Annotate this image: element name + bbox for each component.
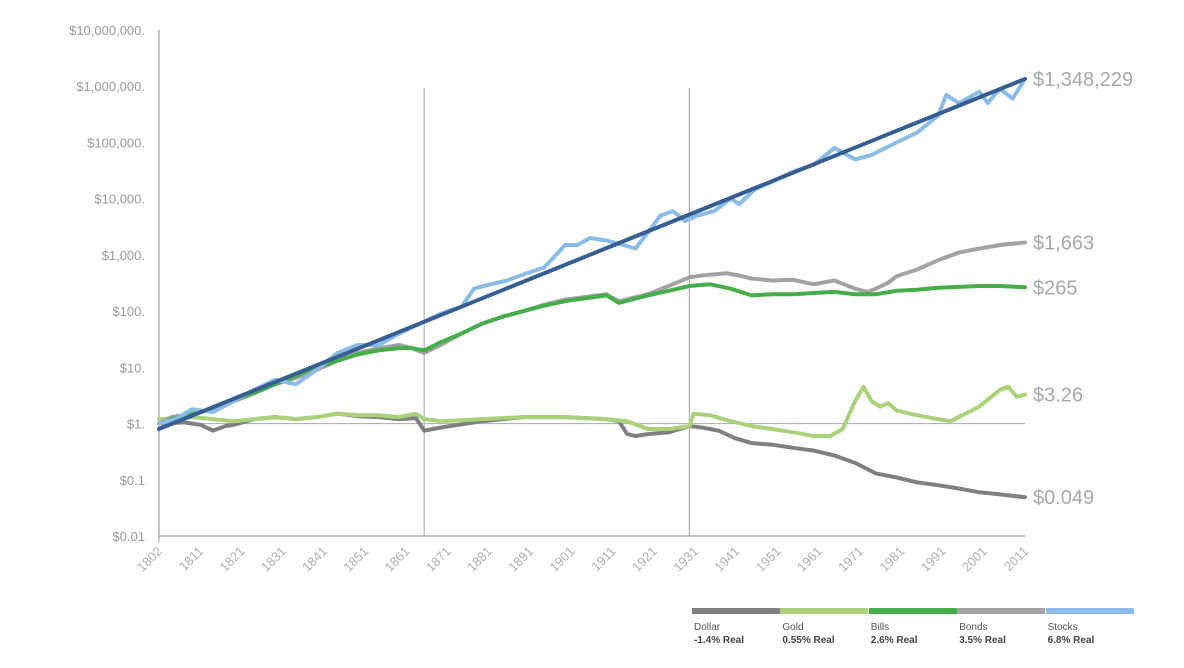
- x-tick-label: 1831: [258, 544, 289, 575]
- y-tick-label: $1.: [127, 417, 145, 432]
- legend-rate-bonds: 3.5% Real: [959, 635, 1006, 646]
- axes: [158, 30, 1025, 542]
- legend-item-bills: Bills 2.6% Real: [868, 608, 957, 646]
- trend-line: [157, 76, 1027, 432]
- series-line-dollar: [157, 411, 1027, 500]
- x-tick-label: 1861: [381, 544, 412, 575]
- legend-swatch-gold: [780, 608, 869, 614]
- legend-rate-dollar: -1.4% Real: [694, 635, 745, 646]
- end-label-dollar: $0.049: [1033, 487, 1094, 509]
- legend-name-bills: Bills: [870, 622, 890, 633]
- x-tick-label: 1991: [918, 544, 949, 575]
- x-tick-labels: 1802 1811 1821 1831 1841 1851 1861 1871 1881 1891…: [134, 544, 1031, 575]
- legend-swatch-stocks: [1045, 608, 1134, 614]
- reference-lines: [159, 88, 1025, 536]
- legend-rate-stocks: 6.8% Real: [1047, 635, 1095, 646]
- x-tick-label: 1951: [753, 544, 784, 575]
- series-line-bonds: [157, 240, 1027, 426]
- legend-item-gold: Gold 0.55% Real: [780, 608, 869, 646]
- legend-item-stocks: Stocks 6.8% Real: [1045, 608, 1134, 646]
- end-label-bonds: $1,663: [1033, 232, 1094, 254]
- y-tick-label: $10,000,000.: [69, 23, 145, 38]
- x-tick-label: 1851: [340, 544, 371, 575]
- legend-item-dollar: Dollar -1.4% Real: [692, 608, 780, 646]
- legend-rate-bills: 2.6% Real: [870, 635, 918, 646]
- x-tick-label: 1811: [176, 544, 206, 574]
- x-tick-label: 1802: [134, 544, 165, 575]
- x-tick-label: 1971: [835, 544, 866, 575]
- end-value-labels: $1,348,229 $1,663 $265 $3.26 $0.049: [1033, 69, 1133, 509]
- x-tick-label: 1871: [423, 544, 454, 575]
- end-label-gold: $3.26: [1033, 385, 1083, 407]
- legend: Dollar -1.4% Real Gold 0.55% Real Bills 2.6% …: [692, 608, 1134, 658]
- x-tick-label: 1891: [505, 544, 536, 575]
- x-tick-label: 1911: [588, 544, 618, 574]
- y-tick-label: $10,000.: [94, 192, 145, 207]
- series-line-bills: [157, 282, 1027, 426]
- x-tick-label: 1941: [711, 544, 742, 575]
- x-tick-label: 2001: [959, 544, 990, 575]
- y-tick-label: $0.01: [112, 529, 145, 544]
- legend-swatch-bonds: [957, 608, 1046, 614]
- legend-name-gold: Gold: [782, 622, 804, 633]
- legend-rate-gold: 0.55% Real: [782, 635, 835, 646]
- x-tick-label: 1961: [794, 544, 825, 575]
- x-tick-label: 1921: [629, 544, 660, 575]
- end-label-bills: $265: [1033, 277, 1078, 299]
- x-tick-label: 1931: [670, 544, 701, 575]
- legend-name-bonds: Bonds: [959, 622, 988, 633]
- x-tick-label: 2011: [1001, 544, 1031, 574]
- y-tick-label: $100,000.: [87, 135, 145, 150]
- legend-swatch-bills: [868, 608, 957, 614]
- x-tick-label: 1821: [217, 544, 248, 575]
- y-tick-label: $100.: [112, 304, 145, 319]
- series-lines: [157, 76, 1027, 500]
- x-tick-label: 1841: [299, 544, 330, 575]
- x-tick-label: 1901: [546, 544, 577, 575]
- y-tick-label: $0.1: [120, 473, 145, 488]
- end-label-stocks: $1,348,229: [1033, 69, 1133, 91]
- legend-swatch-dollar: [692, 608, 780, 614]
- legend-name-stocks: Stocks: [1047, 622, 1078, 633]
- y-tick-labels: $10,000,000. $1,000,000. $100,000. $10,000.…: [69, 23, 145, 544]
- x-tick-label: 1881: [464, 544, 495, 575]
- legend-item-bonds: Bonds 3.5% Real: [957, 608, 1046, 646]
- legend-name-dollar: Dollar: [694, 622, 721, 633]
- series-line-gold: [157, 384, 1027, 438]
- y-tick-label: $10.: [120, 360, 145, 375]
- y-tick-label: $1,000.: [102, 248, 145, 263]
- y-tick-label: $1,000,000.: [76, 79, 145, 94]
- x-tick-label: 1981: [876, 544, 907, 575]
